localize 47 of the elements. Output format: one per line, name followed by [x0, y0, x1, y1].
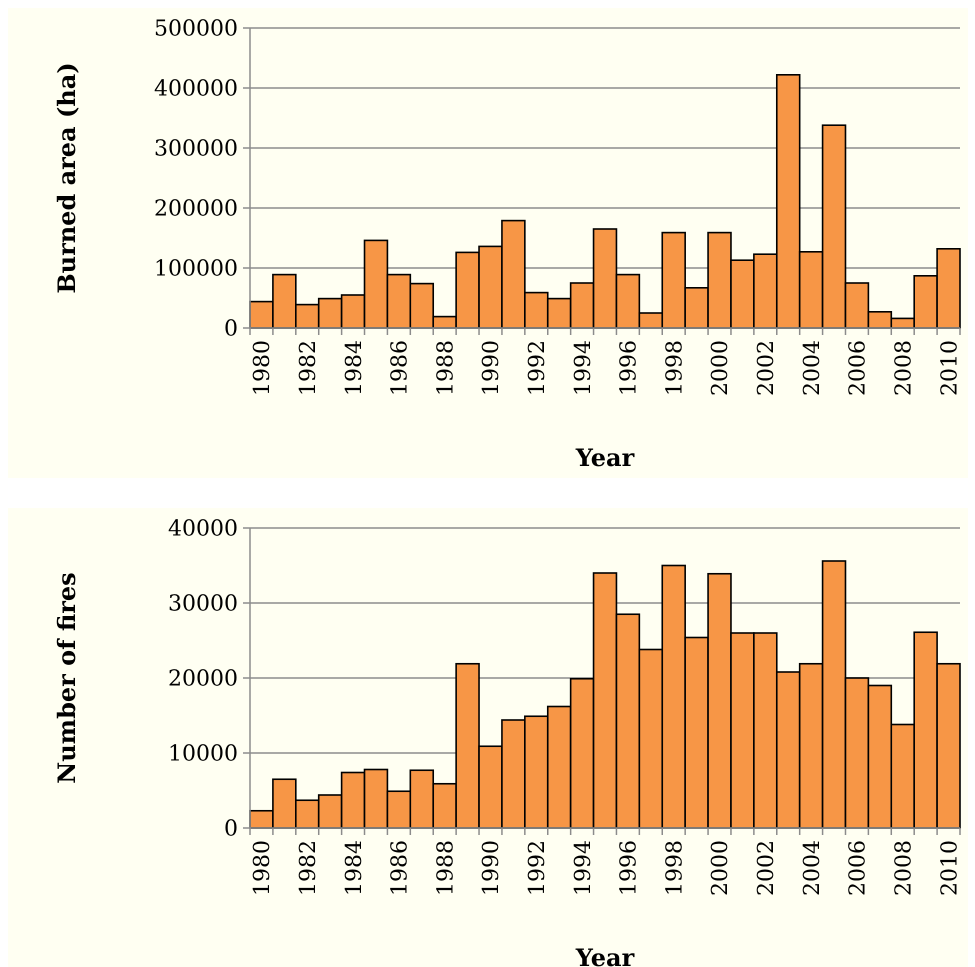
y-tick-label: 400000 [154, 76, 238, 102]
y-tick-label: 100000 [154, 256, 238, 282]
x-tick-label: 1988 [433, 840, 458, 896]
x-tick-label: 1998 [662, 340, 688, 396]
x-tick-label: 1996 [616, 840, 642, 896]
x-tick-label: 2008 [891, 840, 916, 896]
x-axis-title: Year [574, 443, 635, 472]
x-tick-label: 2000 [708, 340, 734, 396]
x-tick-label: 1984 [342, 340, 367, 396]
x-tick-label: 1992 [524, 340, 550, 396]
x-tick-label: 2004 [800, 840, 825, 896]
x-tick-label: 1986 [388, 340, 413, 396]
y-tick-label: 30000 [168, 592, 238, 617]
x-tick-label: 1980 [250, 340, 276, 396]
x-tick-label: 1990 [479, 840, 504, 896]
x-tick-label: 2004 [800, 340, 825, 396]
x-tick-label: 2010 [937, 340, 962, 396]
x-tick-label: 1994 [570, 340, 596, 396]
y-tick-label: 200000 [154, 196, 238, 222]
x-tick-label: 2002 [754, 340, 780, 396]
x-axis-title: Year [574, 943, 635, 967]
y-tick-label: 0 [224, 316, 238, 342]
y-axis-title: Burned area (ha) [52, 62, 81, 294]
x-tick-label: 1986 [388, 840, 413, 896]
x-tick-label: 2000 [708, 840, 734, 896]
x-tick-label: 2008 [891, 340, 916, 396]
x-tick-label: 1990 [479, 340, 504, 396]
x-tick-label: 1996 [616, 340, 642, 396]
x-tick-label: 1988 [433, 340, 458, 396]
x-tick-label: 1998 [662, 840, 688, 896]
x-tick-label: 2002 [754, 840, 780, 896]
y-tick-label: 40000 [168, 516, 238, 542]
y-tick-label: 300000 [154, 136, 238, 162]
y-axis-title: Number of fires [52, 572, 81, 784]
x-tick-label: 1982 [296, 840, 321, 896]
y-tick-label: 0 [224, 816, 238, 842]
y-tick-label: 20000 [168, 666, 238, 692]
y-tick-label: 500000 [154, 16, 238, 42]
x-tick-label: 2006 [846, 840, 871, 896]
x-tick-label: 2006 [846, 340, 871, 396]
y-tick-label: 10000 [168, 742, 238, 767]
x-tick-label: 1980 [250, 840, 276, 896]
x-tick-label: 2010 [937, 840, 962, 896]
x-tick-label: 1982 [296, 340, 321, 396]
x-tick-label: 1994 [570, 840, 596, 896]
x-tick-label: 1984 [342, 840, 367, 896]
x-tick-label: 1992 [524, 840, 550, 896]
